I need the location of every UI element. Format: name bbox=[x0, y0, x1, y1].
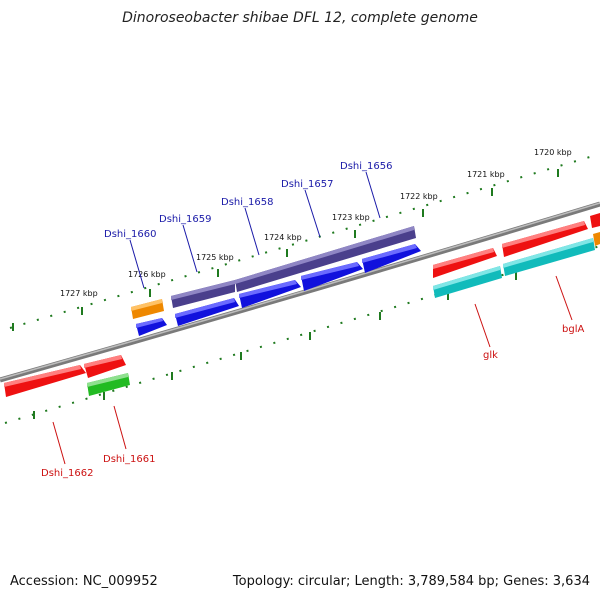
gene-feature-blue[interactable] bbox=[136, 318, 167, 336]
gene-feature-blue[interactable] bbox=[239, 280, 301, 308]
outer-scale-major-ticks bbox=[12, 169, 559, 331]
gene-feature-orange[interactable] bbox=[593, 232, 600, 246]
gene-feature-blue[interactable] bbox=[175, 298, 239, 326]
gene-label-bottom[interactable]: glk bbox=[483, 350, 498, 361]
inner-scale-major-ticks bbox=[33, 272, 517, 419]
scale-label: 1726 kbp bbox=[128, 270, 166, 279]
gene-feature-blue[interactable] bbox=[301, 262, 363, 291]
scale-label: 1722 kbp bbox=[400, 192, 438, 201]
scale-label: 1720 kbp bbox=[534, 148, 572, 157]
gene-feature-blue[interactable] bbox=[362, 244, 421, 273]
gene-feature-red[interactable] bbox=[4, 365, 86, 397]
scale-label: 1721 kbp bbox=[467, 170, 505, 179]
gene-label-bottom[interactable]: bglA bbox=[562, 324, 584, 335]
gene-label-top[interactable]: Dshi_1659 bbox=[159, 214, 211, 225]
accession-text: Accession: NC_009952 bbox=[10, 574, 158, 589]
gene-label-top[interactable]: Dshi_1660 bbox=[104, 229, 156, 240]
gene-label-bottom[interactable]: Dshi_1662 bbox=[41, 468, 93, 479]
gene-label-bottom[interactable]: Dshi_1661 bbox=[103, 454, 155, 465]
genome-backbone bbox=[0, 201, 600, 383]
genome-summary-text: Topology: circular; Length: 3,789,584 bp… bbox=[232, 574, 590, 589]
gene-label-top[interactable]: Dshi_1658 bbox=[221, 197, 273, 208]
scale-label: 1723 kbp bbox=[332, 213, 370, 222]
gene-feature-cyan[interactable] bbox=[433, 266, 502, 298]
gene-feature-red[interactable] bbox=[502, 221, 588, 257]
scale-label: 1725 kbp bbox=[196, 253, 234, 262]
scale-label: 1727 kbp bbox=[60, 289, 98, 298]
gene-feature-purple[interactable] bbox=[235, 226, 416, 292]
gene-feature-orange[interactable] bbox=[131, 299, 164, 319]
gene-feature-cyan[interactable] bbox=[503, 238, 595, 276]
gene-feature-green[interactable] bbox=[87, 373, 130, 396]
scale-label: 1724 kbp bbox=[264, 233, 302, 242]
top-leader-lines bbox=[129, 171, 381, 289]
gene-feature-purple[interactable] bbox=[171, 280, 235, 308]
gene-feature-red[interactable] bbox=[84, 355, 126, 378]
gene-label-top[interactable]: Dshi_1657 bbox=[281, 179, 333, 190]
gene-label-top[interactable]: Dshi_1656 bbox=[340, 161, 392, 172]
bottom-leader-lines bbox=[52, 275, 573, 465]
gene-feature-red[interactable] bbox=[433, 248, 497, 278]
gene-feature-red[interactable] bbox=[590, 213, 600, 228]
map-title: Dinoroseobacter shibae DFL 12, complete … bbox=[122, 10, 478, 26]
